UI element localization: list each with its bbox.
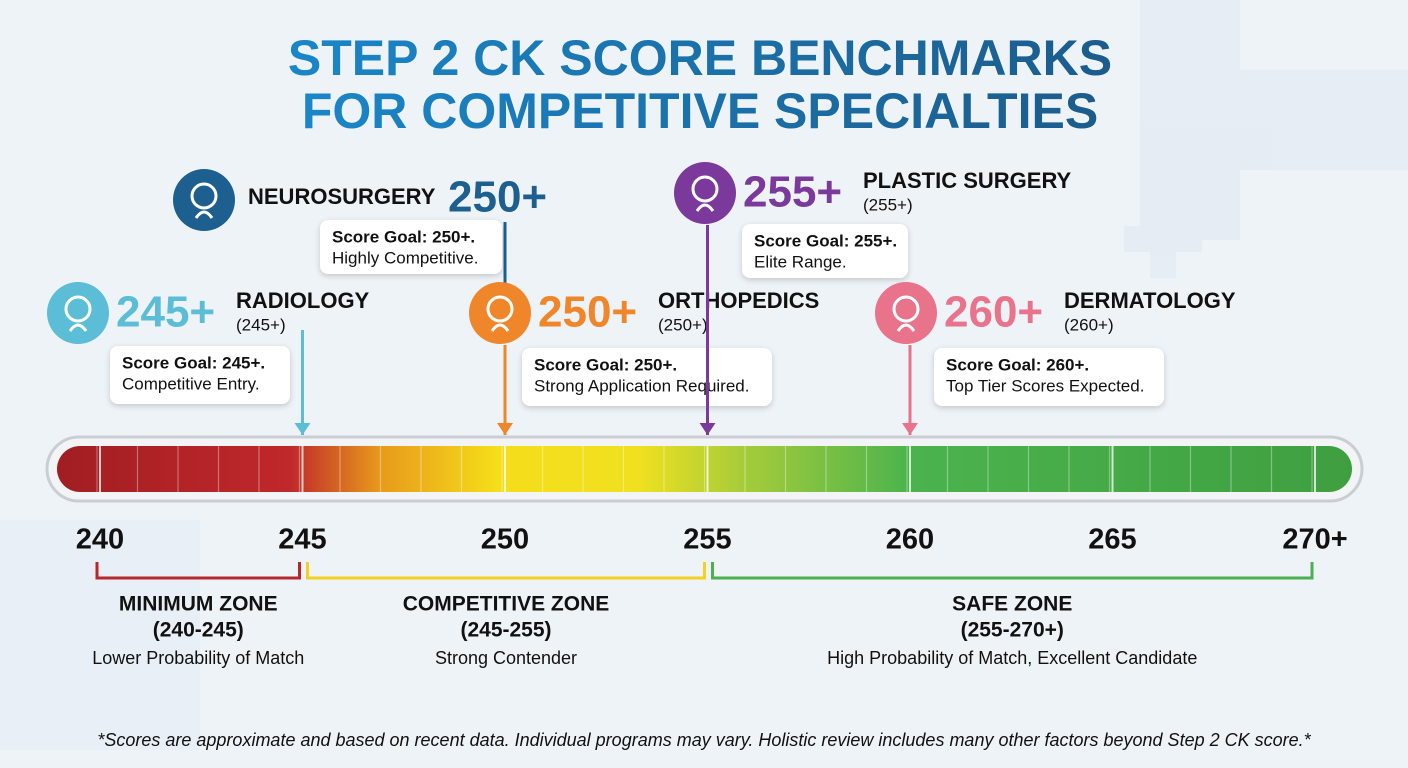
score-label: 260+ — [944, 288, 1043, 337]
specialty-name: NEUROSURGERY — [248, 184, 436, 209]
specialty-name: ORTHOPEDICS — [658, 288, 819, 313]
goal-text: Score Goal: 250+. — [534, 355, 677, 374]
icon-glyph — [64, 295, 92, 323]
goal-note: Highly Competitive. — [332, 248, 478, 267]
zone-description: Lower Probability of Match — [92, 648, 304, 668]
score-label: 250+ — [448, 173, 547, 222]
tick-label: 270+ — [1282, 524, 1347, 556]
zone-range: (255-270+) — [961, 619, 1064, 642]
goal-card — [320, 220, 502, 274]
pointer-head — [902, 423, 918, 435]
icon-glyph — [896, 323, 916, 332]
goal-text: Score Goal: 245+. — [122, 353, 265, 372]
specialty-icon — [47, 282, 109, 344]
zone-bracket — [95, 562, 301, 580]
goal-card — [742, 224, 908, 278]
pointer-head — [294, 423, 311, 435]
footnote: *Scores are approximate and based on rec… — [97, 730, 1311, 750]
zone-range: (240-245) — [153, 619, 244, 642]
specialty-subtitle: (260+) — [1064, 315, 1114, 334]
zone-title: MINIMUM ZONE — [119, 593, 278, 616]
specialty: Score Goal: 250+. Strong Application Requ… — [469, 282, 819, 435]
specialty-icon — [469, 282, 531, 344]
specialty: Score Goal: 250+. Highly Competitive. NEUR… — [173, 169, 547, 285]
specialty-subtitle: (255+) — [863, 195, 913, 214]
pointer-head — [699, 423, 716, 435]
specialty-subtitle: (245+) — [236, 315, 286, 334]
icon-glyph — [490, 323, 510, 332]
specialty-icon — [875, 282, 937, 344]
zone-description: High Probability of Match, Excellent Can… — [827, 648, 1197, 668]
goal-note: Elite Range. — [754, 252, 847, 271]
goal-text: Score Goal: 260+. — [946, 355, 1089, 374]
goal-note: Top Tier Scores Expected. — [946, 376, 1144, 395]
zone-bracket — [711, 562, 1314, 580]
specialty: Score Goal: 245+. Competitive Entry. 245+ R… — [47, 282, 370, 435]
icon-glyph — [68, 323, 88, 332]
goal-card — [522, 348, 772, 406]
goal-text: Score Goal: 250+. — [332, 227, 475, 246]
specialty-name: DERMATOLOGY — [1064, 288, 1236, 313]
score-label: 250+ — [538, 288, 637, 337]
icon-glyph — [695, 203, 715, 212]
score-bar — [45, 435, 1364, 503]
tick-label: 255 — [683, 524, 731, 556]
pointer-head — [497, 423, 513, 435]
specialty: Score Goal: 255+. Elite Range. 255+ PLASTIC… — [674, 162, 1072, 435]
icon-glyph — [190, 182, 218, 210]
specialty-icon — [173, 169, 235, 231]
tick-label: 260 — [886, 524, 934, 556]
score-label: 245+ — [116, 288, 215, 337]
goal-note: Competitive Entry. — [122, 374, 260, 393]
icon-glyph — [194, 210, 214, 219]
specialty-name: PLASTIC SURGERY — [863, 168, 1072, 193]
icon-glyph — [691, 175, 719, 203]
goal-text: Score Goal: 255+. — [754, 231, 897, 250]
specialty-name: RADIOLOGY — [236, 288, 370, 313]
zone-range: (245-255) — [460, 619, 551, 642]
tick-label: 265 — [1088, 524, 1136, 556]
background-crosses — [0, 0, 1408, 750]
goal-card — [110, 346, 290, 404]
title-line: STEP 2 CK SCORE BENCHMARKS — [288, 30, 1112, 86]
goal-note: Strong Application Required. — [534, 376, 749, 395]
specialty-icon — [674, 162, 736, 224]
zone-title: SAFE ZONE — [952, 593, 1072, 616]
goal-card — [934, 348, 1164, 406]
tick-label: 240 — [76, 524, 124, 556]
title-line: FOR COMPETITIVE SPECIALTIES — [302, 83, 1098, 139]
tick-label: 245 — [278, 524, 326, 556]
icon-glyph — [892, 295, 920, 323]
specialty-subtitle: (250+) — [658, 315, 708, 334]
specialty: Score Goal: 260+. Top Tier Scores Expecte… — [875, 282, 1236, 435]
icon-glyph — [486, 295, 514, 323]
zone-bracket — [306, 562, 706, 580]
zone-title: COMPETITIVE ZONE — [403, 593, 610, 616]
tick-label: 250 — [481, 524, 529, 556]
score-label: 255+ — [743, 168, 842, 217]
zone-description: Strong Contender — [435, 648, 577, 668]
